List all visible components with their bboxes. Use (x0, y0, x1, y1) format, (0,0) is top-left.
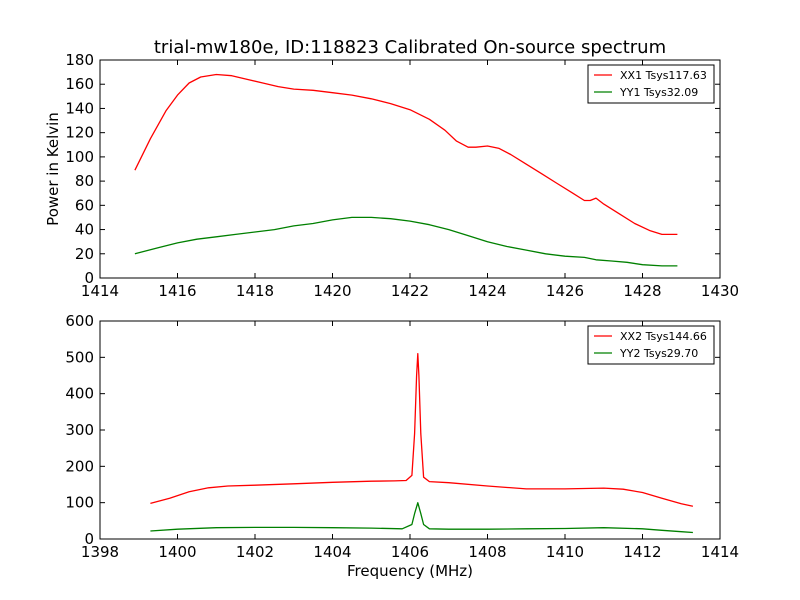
legend-1: XX1 Tsys117.63 YY1 Tsys32.09 (587, 64, 715, 104)
y-tick-label: 60 (75, 196, 94, 214)
chart-panel-2: 1398 1400 1402 1404 1406 1408 1410 1412 1414 0 100… (65, 312, 739, 580)
y-tick-label: 500 (65, 348, 94, 366)
x-tick-label: 1412 (623, 543, 661, 561)
y-axis-label: Power in Kelvin (44, 112, 62, 226)
legend-label: XX2 Tsys144.66 (620, 330, 707, 343)
y-tick-label: 300 (65, 421, 94, 439)
figure-title: trial-mw180e, ID:118823 Calibrated On-so… (154, 37, 666, 58)
y-tick-label: 140 (65, 99, 94, 117)
x-tick-label: 1420 (313, 282, 351, 300)
x-tick-label: 1414 (81, 282, 119, 300)
legend-box (587, 325, 715, 365)
x-tick-label: 1426 (546, 282, 584, 300)
y-tick-label: 100 (65, 494, 94, 512)
x-tick-label: 1402 (236, 543, 274, 561)
y-tick-label: 200 (65, 457, 94, 475)
legend-2: XX2 Tsys144.66 YY2 Tsys29.70 (587, 325, 715, 365)
legend-label: YY2 Tsys29.70 (619, 347, 698, 360)
x-tick-label: 1404 (313, 543, 351, 561)
y-tick-label: 180 (65, 51, 94, 69)
chart-panel-1: 1414 1416 1418 1420 1422 1424 1426 1428 1430 0 20 4… (44, 51, 739, 300)
series-line-1-2 (134, 216, 678, 267)
y-tick-label: 600 (65, 312, 94, 330)
x-tick-label: 1422 (391, 282, 429, 300)
y-tick-label: 160 (65, 75, 94, 93)
series-line-1-1 (134, 73, 678, 236)
x-tick-label: 1428 (623, 282, 661, 300)
x-tick-label: 1416 (158, 282, 196, 300)
series-line-2-2 (150, 502, 693, 534)
legend-label: YY1 Tsys32.09 (619, 86, 698, 99)
x-axis-label: Frequency (MHz) (347, 562, 473, 580)
x-tick-label: 1424 (468, 282, 506, 300)
x-tick-label: 1398 (81, 543, 119, 561)
x-tick-label: 1400 (158, 543, 196, 561)
y-tick-label: 0 (84, 269, 94, 287)
x-tick-label: 1406 (391, 543, 429, 561)
x-tick-label: 1430 (701, 282, 739, 300)
x-tick-label: 1410 (546, 543, 584, 561)
x-tick-label: 1414 (701, 543, 739, 561)
charts: 1414 1416 1418 1420 1422 1424 1426 1428 1430 0 20 4… (44, 51, 739, 580)
legend-label: XX1 Tsys117.63 (620, 69, 707, 82)
y-tick-label: 40 (75, 221, 94, 239)
y-tick-label: 20 (75, 245, 94, 263)
x-tick-label: 1408 (468, 543, 506, 561)
y-tick-label: 120 (65, 124, 94, 142)
y-tick-label: 0 (84, 530, 94, 548)
series-line-2-1 (150, 353, 694, 507)
legend-box (587, 64, 715, 104)
x-tick-label: 1418 (236, 282, 274, 300)
y-tick-label: 80 (75, 172, 94, 190)
y-tick-label: 400 (65, 385, 94, 403)
y-tick-label: 100 (65, 148, 94, 166)
